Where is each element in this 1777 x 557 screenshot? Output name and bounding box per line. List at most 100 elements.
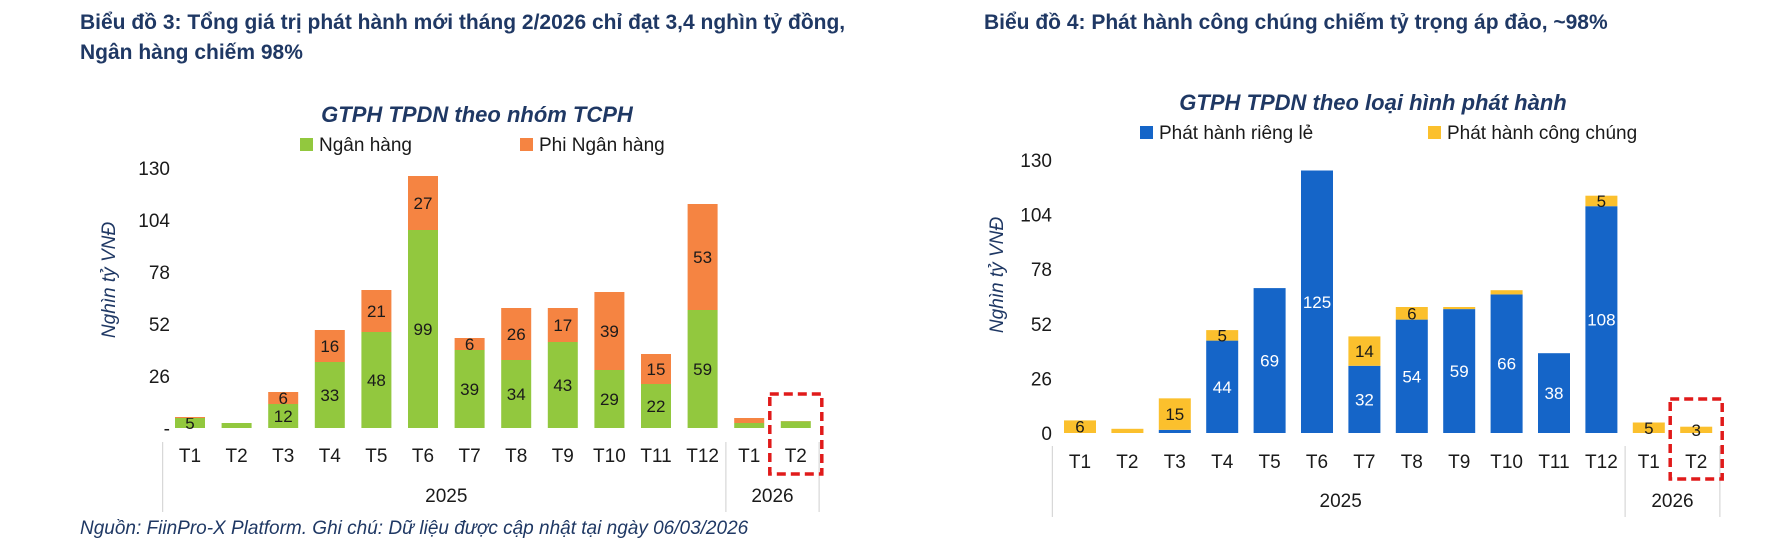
x-tick-label: T1 — [738, 446, 760, 467]
bar-segment — [1348, 365, 1381, 433]
bar-segment — [221, 423, 252, 428]
bar-segment — [547, 308, 578, 342]
y-tick-label: 26 — [149, 367, 170, 388]
data-label: 6 — [1075, 418, 1084, 437]
data-label: 6 — [465, 335, 474, 354]
x-tick-label: T9 — [552, 446, 574, 467]
x-tick-label: T1 — [179, 446, 201, 467]
bar-segment — [734, 423, 765, 428]
x-tick-label: T1 — [1638, 452, 1660, 473]
x-tick-label: T1 — [1069, 452, 1091, 473]
bar-segment — [594, 292, 625, 370]
group-label: 2026 — [751, 486, 793, 507]
data-label: 5 — [185, 414, 194, 433]
highlight-box — [1668, 397, 1724, 481]
legend-label: Phát hành công chúng — [1447, 123, 1637, 144]
x-tick-label: T10 — [593, 446, 626, 467]
source-note: Nguồn: FiinPro-X Platform. Ghi chú: Dữ l… — [80, 518, 749, 539]
legend-label: Phi Ngân hàng — [539, 135, 665, 156]
legend-label: Ngân hàng — [319, 135, 412, 156]
data-label: 32 — [1355, 390, 1374, 409]
bar-segment — [1585, 206, 1618, 433]
data-label: 99 — [414, 320, 433, 339]
y-tick-label: 104 — [138, 211, 170, 232]
legend-swatch — [1140, 126, 1153, 139]
y-tick-label: 130 — [1020, 151, 1052, 172]
chart-title: GTPH TPDN theo loại hình phát hành — [1179, 90, 1566, 115]
data-label: 5 — [1597, 192, 1606, 211]
data-label: 12 — [274, 407, 293, 426]
bar-segment — [1443, 307, 1476, 310]
x-tick-label: T2 — [1685, 452, 1707, 473]
bar-segment — [1111, 428, 1144, 433]
bar-segment — [1585, 195, 1618, 207]
chart-title: GTPH TPDN theo nhóm TCPH — [321, 102, 634, 127]
bar-segment — [1632, 422, 1665, 433]
data-label: 27 — [414, 194, 433, 213]
data-label: 5 — [1217, 326, 1226, 345]
data-label: 21 — [367, 302, 386, 321]
bar-segment — [547, 342, 578, 428]
x-tick-label: T9 — [1448, 452, 1470, 473]
x-tick-label: T3 — [272, 446, 294, 467]
y-tick-label: 104 — [1020, 206, 1052, 227]
bar-segment — [268, 404, 299, 428]
data-label: 59 — [1450, 362, 1469, 381]
right-chart-heading: Biểu đồ 4: Phát hành công chúng chiếm tỷ… — [984, 11, 1608, 34]
y-tick-label: - — [164, 419, 170, 440]
data-label: 15 — [1165, 405, 1184, 424]
x-tick-label: T5 — [365, 446, 387, 467]
y-tick-label: 78 — [149, 263, 170, 284]
bar-segment — [1206, 340, 1239, 433]
bar-segment — [780, 421, 811, 428]
data-label: 34 — [507, 385, 526, 404]
x-tick-label: T11 — [640, 446, 671, 467]
bar-segment — [1395, 307, 1428, 320]
data-label: 22 — [647, 397, 666, 416]
data-label: 108 — [1587, 311, 1615, 330]
group-label: 2026 — [1651, 491, 1693, 512]
data-label: 6 — [1407, 304, 1416, 323]
x-tick-label: T10 — [1490, 452, 1523, 473]
bar-segment — [314, 330, 345, 362]
bar-segment — [1443, 309, 1476, 433]
data-label: 14 — [1355, 342, 1374, 361]
legend-swatch — [520, 138, 533, 151]
y-tick-label: 52 — [149, 315, 170, 336]
bar-segment — [454, 338, 485, 350]
data-label: 38 — [1545, 384, 1564, 403]
data-label: 17 — [553, 316, 572, 335]
bar-segment — [501, 360, 532, 428]
bar-segment — [361, 290, 392, 332]
data-label: 69 — [1260, 352, 1279, 371]
x-tick-label: T4 — [319, 446, 342, 467]
bar-segment — [1348, 336, 1381, 366]
group-label: 2025 — [425, 486, 467, 507]
x-tick-label: T8 — [505, 446, 527, 467]
bar-segment — [1158, 429, 1191, 433]
x-tick-label: T7 — [459, 446, 481, 467]
bar-segment — [361, 332, 392, 428]
y-tick-label: 52 — [1031, 315, 1052, 336]
highlight-box — [768, 392, 824, 476]
data-label: 53 — [693, 248, 712, 267]
x-tick-label: T4 — [1211, 452, 1234, 473]
data-label: 5 — [1644, 419, 1653, 438]
x-tick-label: T8 — [1401, 452, 1423, 473]
bar-segment — [1253, 288, 1286, 433]
bar-segment — [268, 392, 299, 404]
data-label: 48 — [367, 371, 386, 390]
legend-label: Phát hành riêng lẻ — [1159, 123, 1313, 144]
legend-swatch — [300, 138, 313, 151]
bar-segment — [1490, 294, 1523, 433]
data-label: 125 — [1303, 293, 1331, 312]
y-axis-label: Nghìn tỷ VNĐ — [987, 217, 1008, 333]
bar-segment — [1538, 353, 1570, 433]
y-tick-label: 26 — [1031, 369, 1052, 390]
x-tick-label: T6 — [1306, 452, 1328, 473]
y-tick-label: 130 — [138, 159, 170, 180]
x-tick-label: T7 — [1353, 452, 1375, 473]
bar-segment — [314, 362, 345, 428]
bar-segment — [501, 308, 532, 360]
